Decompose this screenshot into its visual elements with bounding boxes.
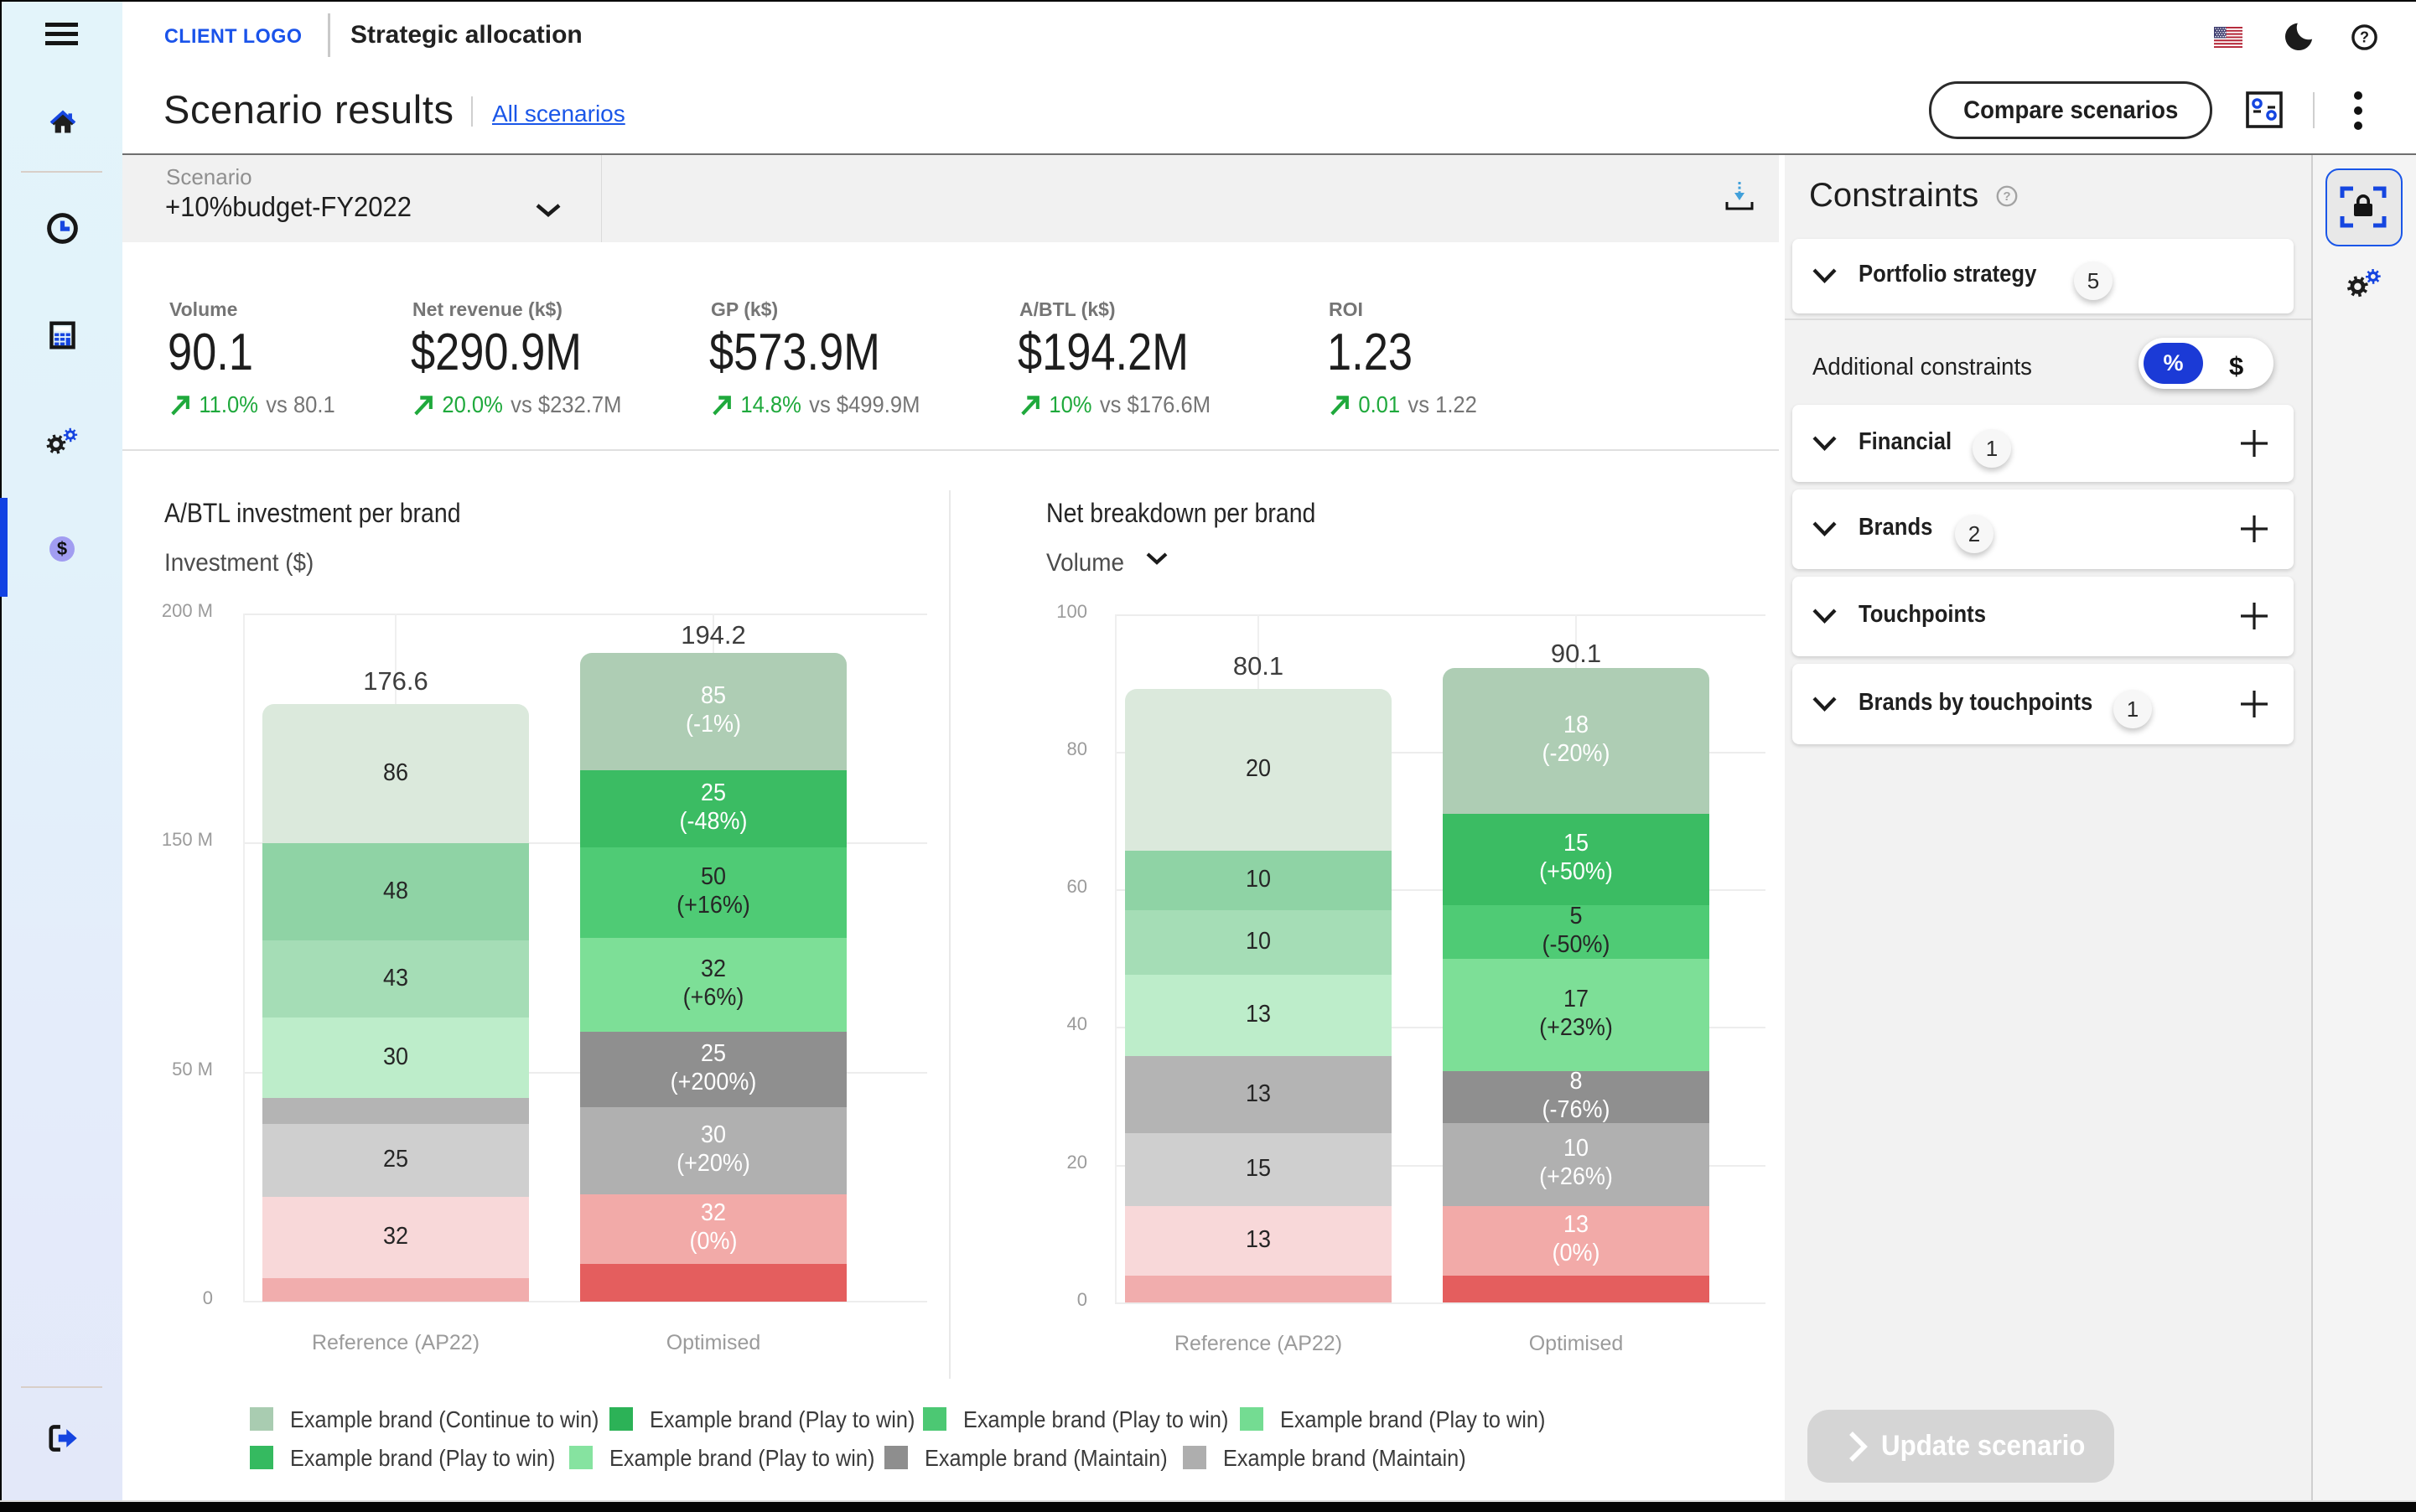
svg-text:?: ? [2003,189,2010,204]
svg-text:?: ? [2360,29,2369,46]
